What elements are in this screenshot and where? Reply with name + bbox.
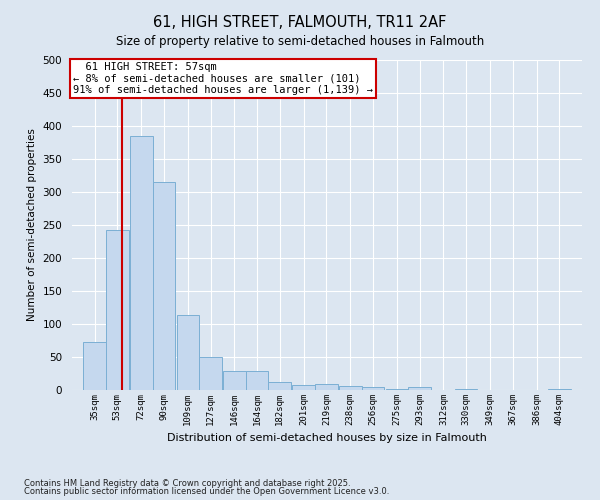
Bar	[176, 316, 199, 390]
Text: Contains public sector information licensed under the Open Government Licence v3: Contains public sector information licen…	[24, 487, 389, 496]
Bar	[199, 357, 222, 390]
Text: Contains HM Land Registry data © Crown copyright and database right 2025.: Contains HM Land Registry data © Crown c…	[24, 478, 350, 488]
Text: Size of property relative to semi-detached houses in Falmouth: Size of property relative to semi-detach…	[116, 35, 484, 48]
Bar	[246, 371, 268, 390]
Bar	[106, 230, 128, 390]
Bar	[268, 382, 291, 390]
Bar	[315, 384, 338, 390]
Bar	[152, 182, 175, 390]
Bar	[130, 136, 152, 390]
Bar	[223, 371, 246, 390]
Bar	[83, 342, 106, 390]
Bar	[292, 386, 315, 390]
Text: 61, HIGH STREET, FALMOUTH, TR11 2AF: 61, HIGH STREET, FALMOUTH, TR11 2AF	[154, 15, 446, 30]
Text: 61 HIGH STREET: 57sqm  
← 8% of semi-detached houses are smaller (101)
91% of se: 61 HIGH STREET: 57sqm ← 8% of semi-detac…	[73, 62, 373, 95]
Bar	[408, 388, 431, 390]
Bar	[339, 386, 362, 390]
Bar	[362, 386, 384, 390]
X-axis label: Distribution of semi-detached houses by size in Falmouth: Distribution of semi-detached houses by …	[167, 434, 487, 444]
Bar	[548, 388, 571, 390]
Y-axis label: Number of semi-detached properties: Number of semi-detached properties	[27, 128, 37, 322]
